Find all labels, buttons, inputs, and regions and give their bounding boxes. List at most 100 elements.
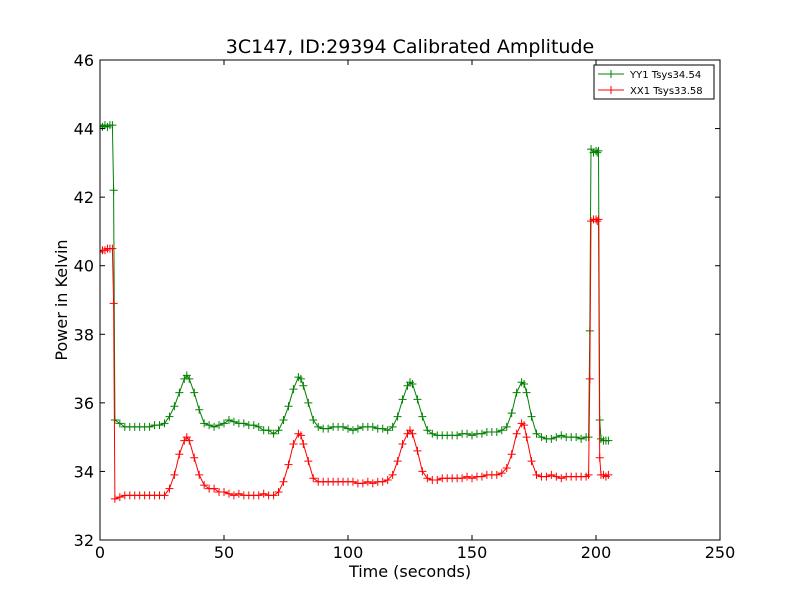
data-point bbox=[512, 388, 521, 397]
data-point bbox=[200, 481, 209, 490]
data-point bbox=[229, 417, 238, 426]
data-point bbox=[239, 419, 248, 428]
y-tick-label: 32 bbox=[74, 531, 94, 550]
data-point bbox=[593, 148, 602, 157]
data-point bbox=[522, 433, 531, 442]
data-point bbox=[368, 422, 377, 431]
data-point bbox=[190, 453, 199, 462]
data-point bbox=[468, 474, 476, 483]
data-point bbox=[537, 433, 546, 442]
data-point bbox=[363, 477, 372, 486]
data-point bbox=[304, 398, 313, 407]
data-point bbox=[210, 422, 219, 431]
data-point bbox=[304, 457, 313, 466]
data-point bbox=[185, 436, 194, 445]
data-point bbox=[398, 440, 407, 448]
data-point bbox=[254, 491, 263, 500]
legend-label: YY1 Tsys34.54 bbox=[629, 70, 701, 81]
y-tick-label: 46 bbox=[74, 51, 94, 70]
data-point bbox=[423, 474, 432, 483]
data-point bbox=[413, 395, 422, 404]
data-point bbox=[593, 217, 602, 226]
x-tick-label: 200 bbox=[581, 543, 612, 562]
data-point bbox=[423, 426, 432, 435]
data-point bbox=[428, 429, 437, 438]
data-point bbox=[353, 424, 362, 433]
data-point bbox=[234, 489, 243, 498]
data-point bbox=[383, 426, 392, 435]
data-point bbox=[109, 186, 118, 195]
data-point bbox=[358, 479, 367, 488]
data-point bbox=[572, 433, 581, 442]
data-point bbox=[279, 416, 288, 424]
data-point bbox=[254, 422, 263, 431]
x-tick-label: 150 bbox=[457, 543, 488, 562]
data-point bbox=[418, 412, 427, 421]
data-point bbox=[418, 467, 427, 476]
data-point bbox=[492, 428, 501, 436]
data-point bbox=[463, 472, 472, 481]
data-point bbox=[557, 431, 566, 440]
data-point bbox=[274, 488, 283, 496]
data-point bbox=[274, 426, 283, 435]
data-point bbox=[200, 419, 209, 428]
data-point bbox=[115, 419, 124, 428]
data-point bbox=[110, 494, 119, 503]
data-point bbox=[433, 476, 442, 484]
data-point bbox=[296, 374, 305, 383]
data-point bbox=[279, 477, 288, 486]
data-point bbox=[527, 412, 536, 421]
series-yy1 bbox=[100, 121, 613, 445]
data-point bbox=[284, 460, 293, 469]
data-point bbox=[492, 470, 501, 479]
data-point bbox=[175, 450, 184, 459]
data-point bbox=[344, 424, 352, 433]
data-point bbox=[309, 416, 318, 424]
data-point bbox=[585, 374, 594, 383]
data-point bbox=[520, 380, 529, 388]
data-point bbox=[170, 402, 179, 411]
data-point bbox=[595, 453, 604, 462]
legend-marker bbox=[607, 70, 615, 78]
data-point bbox=[324, 424, 333, 433]
ticks-layer: 0 50 100 150 200 250 32 34 36 38 40 42 44 46 bbox=[74, 51, 736, 562]
x-tick-label: 250 bbox=[705, 543, 736, 562]
series-xx1 bbox=[100, 215, 613, 503]
data-point bbox=[348, 477, 357, 486]
data-point bbox=[594, 146, 603, 155]
data-point bbox=[205, 421, 214, 430]
data-point bbox=[220, 488, 228, 496]
x-axis-label: Time (seconds) bbox=[348, 562, 471, 581]
data-point bbox=[527, 457, 536, 466]
data-point bbox=[289, 440, 298, 448]
data-point bbox=[284, 402, 293, 411]
data-point bbox=[557, 474, 566, 483]
x-tick-label: 100 bbox=[333, 543, 364, 562]
data-point bbox=[584, 470, 593, 479]
data-point bbox=[269, 429, 278, 438]
plot-frame bbox=[99, 59, 721, 541]
data-point bbox=[145, 422, 154, 431]
data-point bbox=[229, 491, 238, 500]
data-point bbox=[502, 464, 511, 472]
data-point bbox=[522, 388, 531, 397]
data-point bbox=[604, 436, 613, 445]
data-point bbox=[408, 380, 417, 388]
data-point bbox=[224, 416, 233, 424]
data-point bbox=[264, 426, 273, 435]
data-point bbox=[249, 421, 258, 430]
data-point bbox=[259, 489, 268, 498]
data-point bbox=[393, 457, 402, 466]
legend-box bbox=[593, 64, 715, 100]
data-point bbox=[195, 470, 204, 479]
data-point bbox=[388, 470, 397, 479]
y-tick-label: 36 bbox=[74, 394, 94, 413]
data-point bbox=[165, 412, 174, 421]
data-point bbox=[378, 477, 387, 486]
data-point bbox=[210, 484, 219, 493]
data-point bbox=[398, 395, 407, 404]
data-point bbox=[299, 381, 308, 390]
data-point bbox=[215, 421, 224, 430]
y-axis-label: Power in Kelvin bbox=[52, 239, 71, 360]
